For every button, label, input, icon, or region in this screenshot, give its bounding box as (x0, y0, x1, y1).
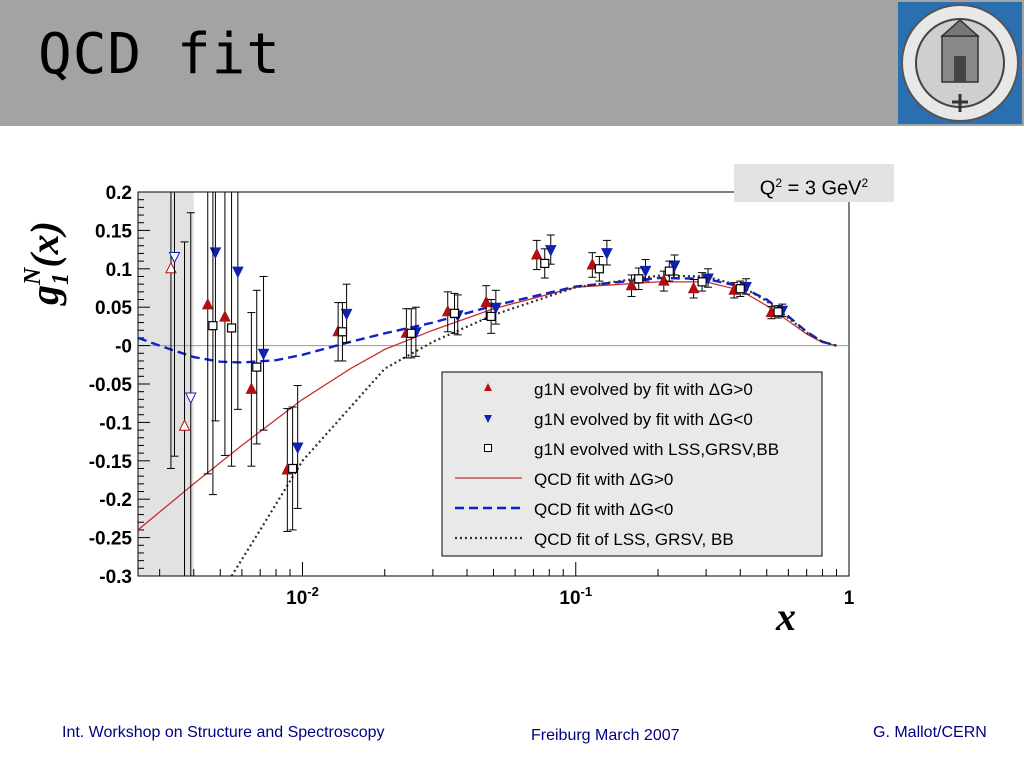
legend-marker-triangle-down (484, 415, 492, 423)
legend-label: QCD fit of LSS, GRSV, BB (534, 530, 734, 549)
page-title: QCD fit (38, 22, 282, 87)
marker-square (540, 258, 550, 269)
footer-date: Freiburg March 2007 (531, 727, 680, 744)
marker-triangle-down (291, 442, 304, 455)
x-tick-label: 10-1 (559, 584, 592, 609)
y-tick-label: 0.15 (95, 221, 132, 242)
legend-marker-triangle-up (484, 383, 492, 391)
title-bar: QCD fit (0, 0, 1024, 126)
y-tick-label: 0.1 (106, 260, 133, 281)
marker-square (594, 264, 604, 274)
marker-square (226, 323, 237, 333)
marker-triangle-up (480, 295, 492, 308)
curve-dashed (138, 276, 837, 364)
marker-triangle-down (232, 266, 244, 279)
marker-triangle-down (184, 392, 197, 405)
legend-box (441, 371, 823, 557)
legend-label: QCD fit with ΔG>0 (534, 470, 673, 489)
marker-square (449, 308, 460, 318)
marker-square (486, 311, 496, 322)
marker-triangle-up (178, 419, 191, 431)
q2-annotation: Q2 = 3 GeV2 (734, 164, 894, 202)
y-tick-label: -0.15 (89, 452, 133, 473)
university-seal-logo (898, 2, 1022, 124)
marker-square (664, 266, 674, 276)
marker-triangle-up (201, 297, 214, 310)
marker-triangle-up (625, 278, 638, 291)
x-tick-label: 1 (844, 588, 855, 609)
marker-square (697, 277, 707, 287)
marker-square (208, 321, 218, 331)
marker-triangle-down (340, 308, 353, 321)
y-axis-title: g1N(x) (20, 221, 74, 306)
y-tick-label: 0.05 (95, 298, 132, 319)
marker-triangle-down (257, 348, 270, 361)
marker-triangle-up (657, 273, 670, 286)
legend-label: g1N evolved with LSS,GRSV,BB (534, 440, 779, 459)
y-tick-label: -0 (115, 337, 132, 358)
legend-marker-square (484, 444, 492, 452)
marker-square (634, 274, 644, 284)
x-tick-label: 10-2 (286, 584, 319, 609)
y-tick-label: -0.2 (99, 490, 132, 511)
footer-author: G. Mallot/CERN (873, 724, 987, 741)
marker-triangle-down (209, 247, 222, 260)
marker-square (337, 327, 348, 337)
marker-square (288, 463, 298, 474)
marker-triangle-up (687, 281, 700, 294)
marker-triangle-down (639, 265, 652, 278)
marker-triangle-up (245, 382, 258, 394)
y-tick-label: -0.05 (89, 375, 133, 396)
curve-dotted (230, 274, 837, 576)
marker-triangle-up (530, 247, 543, 260)
marker-triangle-down (668, 260, 681, 273)
y-tick-label: -0.25 (89, 529, 133, 550)
footer-workshop: Int. Workshop on Structure and Spectrosc… (62, 724, 385, 741)
marker-triangle-down (168, 252, 181, 264)
y-tick-label: -0.1 (99, 413, 132, 434)
marker-square (406, 328, 416, 338)
marker-triangle-up (165, 261, 177, 274)
y-tick-label: -0.3 (99, 567, 132, 588)
legend-label: QCD fit with ΔG<0 (534, 500, 673, 519)
marker-triangle-up (219, 310, 231, 322)
marker-triangle-down (601, 248, 613, 260)
marker-triangle-down (490, 302, 502, 315)
y-tick-label: 0.2 (106, 183, 132, 204)
x-axis-title: x (775, 594, 796, 639)
marker-square (735, 284, 745, 294)
marker-square (773, 307, 783, 317)
marker-triangle-down (544, 245, 557, 257)
legend-label: g1N evolved by fit with ΔG>0 (534, 380, 753, 399)
g1-chart: 0.2 0.15 0.1 0.05 -0 -0.05 -0.1 -0.15 -0.2 -0.25 -… (20, 183, 855, 639)
legend-label: g1N evolved by fit with ΔG<0 (534, 410, 753, 429)
marker-square (252, 362, 262, 372)
